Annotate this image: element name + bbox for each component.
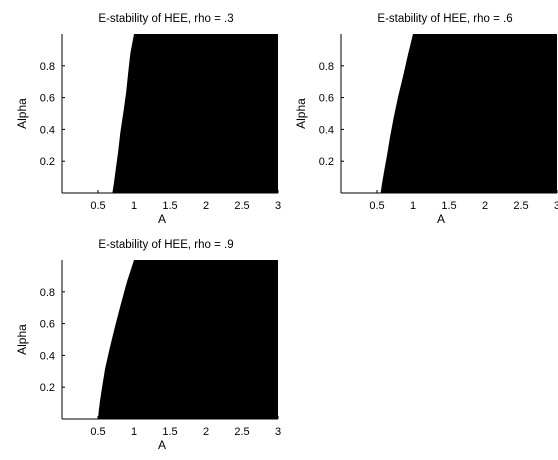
stable-region: [112, 34, 279, 193]
x-tick-label: 2: [482, 200, 488, 212]
y-axis-label: Alpha: [15, 98, 29, 129]
chart-title: E-stability of HEE, rho = .6: [377, 13, 512, 25]
chart-title: E-stability of HEE, rho = .3: [98, 13, 233, 25]
y-tick-label: 0.8: [319, 61, 334, 73]
chart-panel-1: 0.5 1 1.5 2 2.5 3 0.2 0.4 0.6 0.8 E-stability of H…: [15, 13, 281, 226]
y-tick-label: 0.6: [40, 319, 55, 331]
y-tick-label: 0.2: [40, 156, 55, 168]
x-tick-label: 1: [131, 426, 137, 438]
stable-region: [98, 260, 278, 419]
x-tick-label: 1.5: [162, 426, 177, 438]
y-tick-label: 0.4: [319, 124, 334, 136]
y-tick-label: 0.8: [40, 287, 55, 299]
x-tick-label: 2.5: [513, 200, 528, 212]
chart-panel-3: 0.5 1 1.5 2 2.5 3 0.2 0.4 0.6 0.8 E-stability of H…: [15, 239, 281, 452]
y-tick-label: 0.2: [40, 382, 55, 394]
x-tick-label: 0.5: [90, 200, 105, 212]
y-tick-label: 0.6: [319, 93, 334, 105]
x-tick-label: 3: [275, 200, 281, 212]
x-tick-label: 2.5: [234, 426, 249, 438]
y-tick-label: 0.6: [40, 93, 55, 105]
x-axis-label: A: [158, 212, 166, 226]
y-tick-label: 0.8: [40, 61, 55, 73]
chart-panel-2: 0.5 1 1.5 2 2.5 3 0.2 0.4 0.6 0.8 E-stability of H…: [294, 13, 558, 226]
x-tick-label: 1: [131, 200, 137, 212]
y-axis-label: Alpha: [294, 98, 308, 129]
x-tick-label: 3: [554, 200, 558, 212]
x-tick-label: 3: [275, 426, 281, 438]
x-tick-label: 1.5: [441, 200, 456, 212]
x-tick-label: 0.5: [90, 426, 105, 438]
x-tick-label: 0.5: [369, 200, 384, 212]
x-tick-label: 2: [203, 200, 209, 212]
x-tick-label: 2: [203, 426, 209, 438]
x-tick-label: 2.5: [234, 200, 249, 212]
x-tick-label: 1: [410, 200, 416, 212]
stable-region: [380, 34, 557, 193]
y-tick-label: 0.4: [40, 350, 55, 362]
y-axis-label: Alpha: [15, 324, 29, 355]
x-tick-label: 1.5: [162, 200, 177, 212]
x-axis-label: A: [158, 438, 166, 452]
y-tick-label: 0.4: [40, 124, 55, 136]
x-axis-label: A: [437, 212, 445, 226]
y-tick-label: 0.2: [319, 156, 334, 168]
chart-title: E-stability of HEE, rho = .9: [98, 239, 233, 251]
